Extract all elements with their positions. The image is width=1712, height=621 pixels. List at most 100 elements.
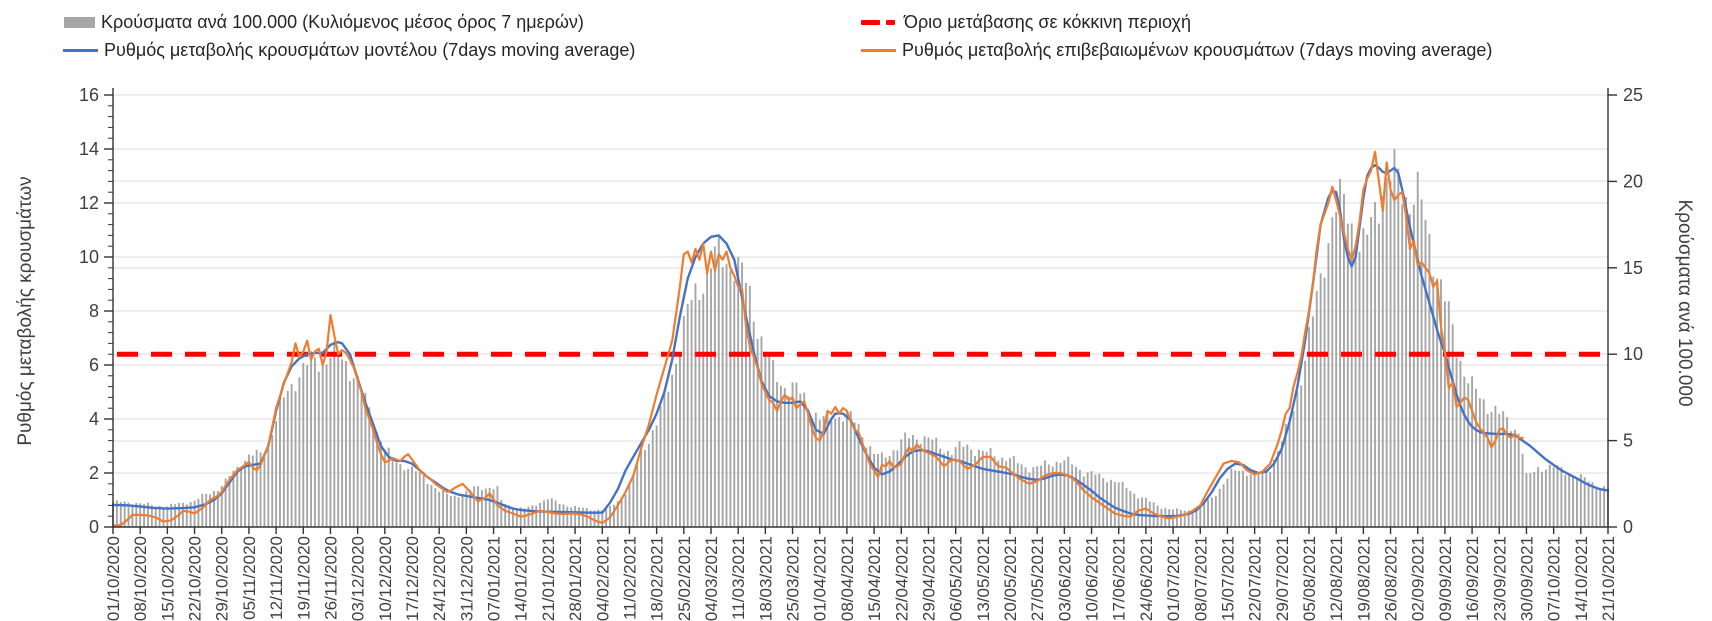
bar — [1362, 228, 1365, 527]
x-tick-label: 10/06/2021 — [1083, 536, 1102, 621]
bar — [189, 502, 192, 527]
y-left-tick-label: 16 — [79, 85, 99, 105]
bar — [1144, 497, 1147, 527]
bar — [869, 446, 872, 527]
bar — [1424, 219, 1427, 528]
bar — [729, 270, 732, 527]
bar — [310, 351, 312, 527]
bar — [1191, 510, 1194, 527]
bar — [776, 382, 778, 527]
bar — [527, 506, 530, 527]
bar — [974, 456, 976, 527]
bar — [1556, 465, 1559, 527]
bar — [1568, 474, 1571, 527]
bar — [395, 462, 398, 527]
y-left-tick-label: 4 — [89, 409, 99, 429]
bar — [1525, 473, 1528, 527]
bar — [244, 461, 246, 527]
bar — [601, 510, 604, 527]
bar — [678, 352, 681, 527]
bar — [1273, 459, 1275, 527]
bar — [1509, 431, 1512, 527]
x-tick-label: 08/07/2021 — [1191, 536, 1210, 621]
y-right-tick-label: 15 — [1623, 258, 1643, 278]
bar — [1016, 463, 1019, 527]
bar — [251, 455, 254, 527]
bar — [465, 490, 468, 527]
bar — [531, 505, 534, 527]
bar — [1078, 470, 1081, 527]
bar — [294, 391, 297, 527]
bar — [1226, 478, 1229, 527]
bar — [624, 494, 627, 527]
bar — [1443, 301, 1446, 527]
legend-item-cases-per-100k: Κρούσματα ανά 100.000 (Κυλιόμενος μέσος … — [64, 10, 584, 34]
bar — [162, 507, 165, 527]
bar — [1409, 214, 1411, 527]
bar — [1261, 471, 1264, 527]
x-tick-label: 11/03/2021 — [729, 536, 748, 620]
y-right-tick-label: 0 — [1623, 517, 1633, 537]
bar — [1210, 497, 1213, 527]
bar — [1440, 279, 1442, 527]
y-left-tick-label: 6 — [89, 355, 99, 375]
bar — [838, 416, 841, 527]
bar — [1478, 398, 1481, 527]
bar — [1354, 252, 1357, 527]
x-tick-label: 14/10/2021 — [1572, 536, 1591, 621]
bar — [263, 457, 266, 527]
bar — [1044, 460, 1046, 527]
bar — [1071, 464, 1074, 527]
bar — [671, 374, 674, 527]
x-tick-label: 07/10/2021 — [1545, 536, 1564, 621]
bar — [612, 504, 615, 527]
bar — [228, 476, 231, 527]
bar — [880, 452, 883, 527]
bar — [170, 503, 173, 527]
bar — [1575, 477, 1578, 527]
x-tick-label: 15/10/2020 — [158, 536, 177, 621]
bar — [1366, 234, 1369, 527]
y-right-tick-label: 25 — [1623, 85, 1643, 105]
bar — [597, 509, 600, 527]
x-tick-label: 03/12/2020 — [349, 536, 368, 621]
bar — [352, 378, 355, 527]
bar — [651, 430, 654, 527]
bar — [748, 285, 751, 527]
bar — [1420, 199, 1423, 527]
bar — [698, 300, 701, 527]
bar — [224, 478, 227, 527]
bar — [313, 357, 316, 527]
x-tick-label: 05/11/2020 — [240, 536, 259, 620]
bar — [702, 293, 705, 527]
bar — [752, 321, 755, 527]
line-swatch-icon — [63, 48, 98, 52]
bar — [209, 494, 212, 527]
bar — [399, 464, 402, 527]
bar — [1451, 324, 1454, 527]
bar — [721, 267, 724, 527]
legend-label: Κρούσματα ανά 100.000 (Κυλιόμενος μέσος … — [101, 11, 584, 32]
bar — [1125, 488, 1128, 527]
bar — [535, 505, 538, 527]
bar — [341, 359, 344, 527]
bar — [1090, 471, 1093, 527]
bar — [166, 506, 169, 527]
bar — [205, 493, 208, 527]
bar — [255, 449, 258, 527]
x-tick-label: 03/06/2021 — [1055, 536, 1074, 621]
bar — [1393, 149, 1396, 527]
bar — [512, 508, 514, 527]
bar — [457, 497, 460, 527]
bar — [1304, 360, 1307, 527]
x-tick-label: 13/05/2021 — [974, 536, 993, 621]
bar — [1311, 316, 1314, 527]
bar — [970, 449, 973, 527]
bar — [1587, 481, 1590, 527]
bar — [286, 390, 289, 527]
x-tick-label: 20/05/2021 — [1001, 536, 1020, 621]
bar — [1113, 481, 1116, 527]
bar — [845, 411, 848, 527]
bar — [962, 446, 965, 527]
